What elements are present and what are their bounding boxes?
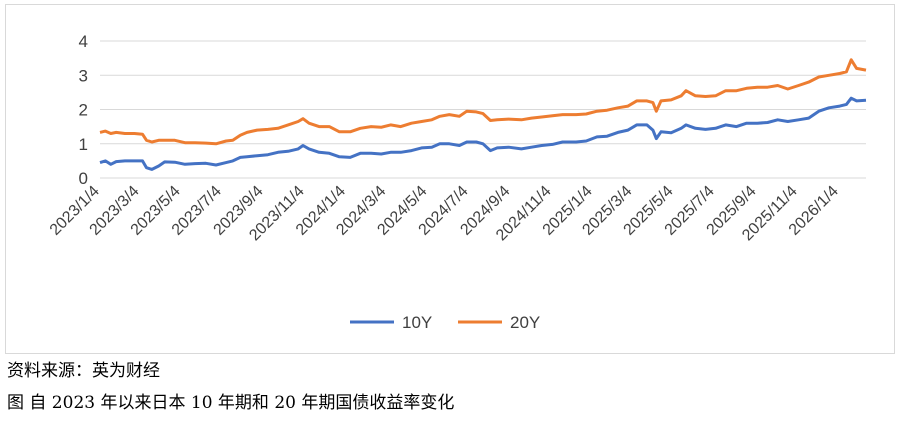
y-tick-label: 3	[79, 66, 88, 85]
y-tick-label: 1	[79, 135, 88, 154]
chart-frame: 0 1 2 3 4 2023/1/4 2023/3/4 2023/5/4 2023/7/4 20…	[5, 4, 895, 354]
y-tick-label: 4	[79, 32, 88, 51]
y-tick-label: 2	[79, 101, 88, 120]
legend-label-10Y: 10Y	[402, 313, 432, 332]
gridlines	[100, 40, 866, 179]
figure-caption: 图 自 2023 年以来日本 10 年期和 20 年期国债收益率变化	[7, 393, 455, 413]
line-chart: 0 1 2 3 4 2023/1/42023/3/42023/5/42023/7/420…	[47, 32, 867, 332]
series-line-20Y	[99, 58, 867, 146]
source-note: 资料来源：英为财经	[7, 361, 160, 381]
y-tick-label: 0	[79, 169, 88, 188]
legend-label-20Y: 20Y	[510, 313, 540, 332]
series-line-10Y	[99, 96, 867, 171]
series-lines	[99, 58, 867, 171]
x-axis-ticks: 2023/1/42023/3/42023/5/42023/7/42023/9/4…	[47, 183, 842, 245]
y-axis-ticks: 0 1 2 3 4	[79, 32, 88, 188]
legend: 10Y 20Y	[350, 313, 540, 332]
